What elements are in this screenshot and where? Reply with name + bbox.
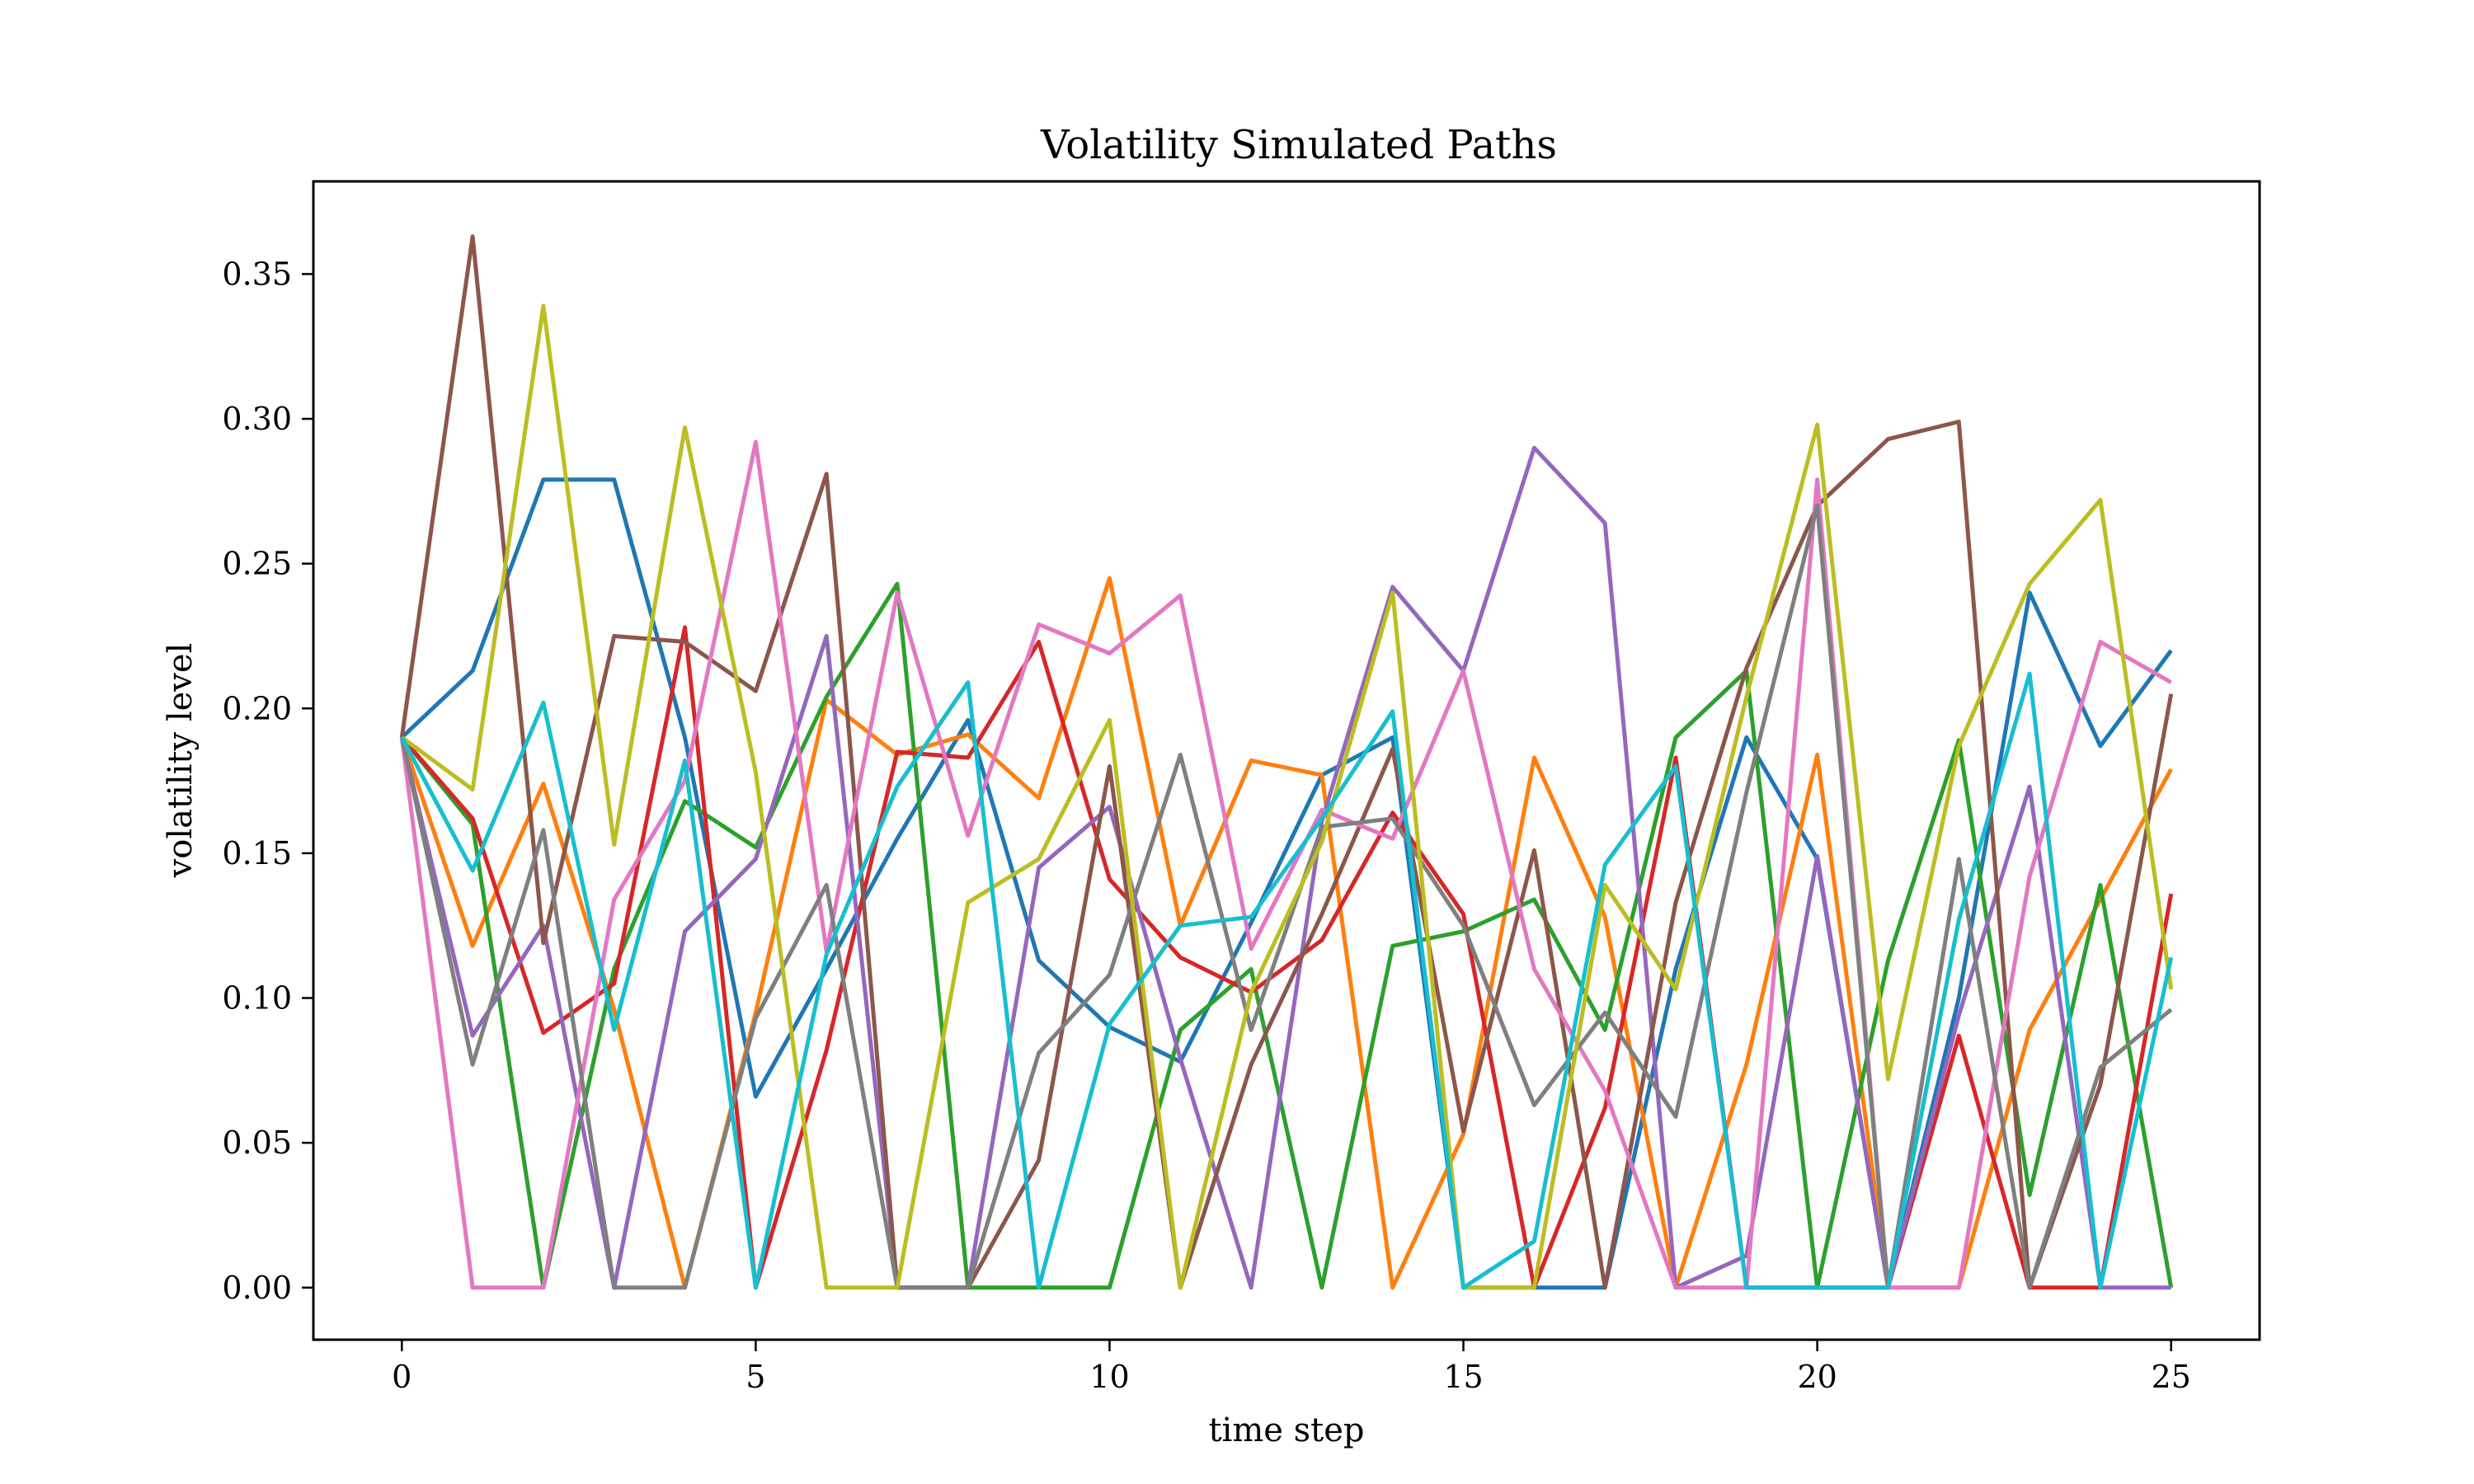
y-tick-label: 0.15 [222, 835, 292, 871]
series-line-3 [400, 581, 2174, 1290]
series-line-9 [400, 303, 2174, 1290]
series-line-10 [400, 671, 2174, 1290]
x-axis-label: time step [1208, 1411, 1364, 1449]
series-line-5 [399, 445, 2171, 1290]
x-tick-label: 25 [2152, 1359, 2191, 1395]
y-tick-label: 0.25 [222, 546, 292, 582]
y-tick-label: 0.00 [222, 1270, 292, 1306]
series-line-6 [399, 234, 2174, 1290]
y-tick-label: 0.30 [222, 401, 292, 437]
x-tick-label: 5 [745, 1359, 765, 1395]
y-tick-label: 0.05 [222, 1125, 292, 1161]
x-tick-label: 10 [1089, 1359, 1129, 1395]
y-tick-label: 0.35 [222, 256, 292, 292]
chart-title: Volatility Simulated Paths [1040, 122, 1557, 168]
x-axis-ticks: 0 5 10 15 20 25 [392, 1340, 2191, 1395]
y-axis-ticks: 0.00 0.05 0.10 0.15 0.20 0.25 0.30 0.35 [222, 256, 313, 1306]
series-layer [399, 234, 2174, 1290]
plot-area-frame [312, 180, 2261, 1341]
y-tick-label: 0.20 [222, 690, 292, 726]
series-line-8 [399, 503, 2173, 1290]
y-axis-label: volatility level [162, 643, 200, 879]
y-tick-label: 0.10 [222, 980, 292, 1017]
x-tick-label: 0 [392, 1359, 412, 1395]
x-tick-label: 20 [1797, 1359, 1837, 1395]
x-tick-label: 15 [1443, 1359, 1483, 1395]
